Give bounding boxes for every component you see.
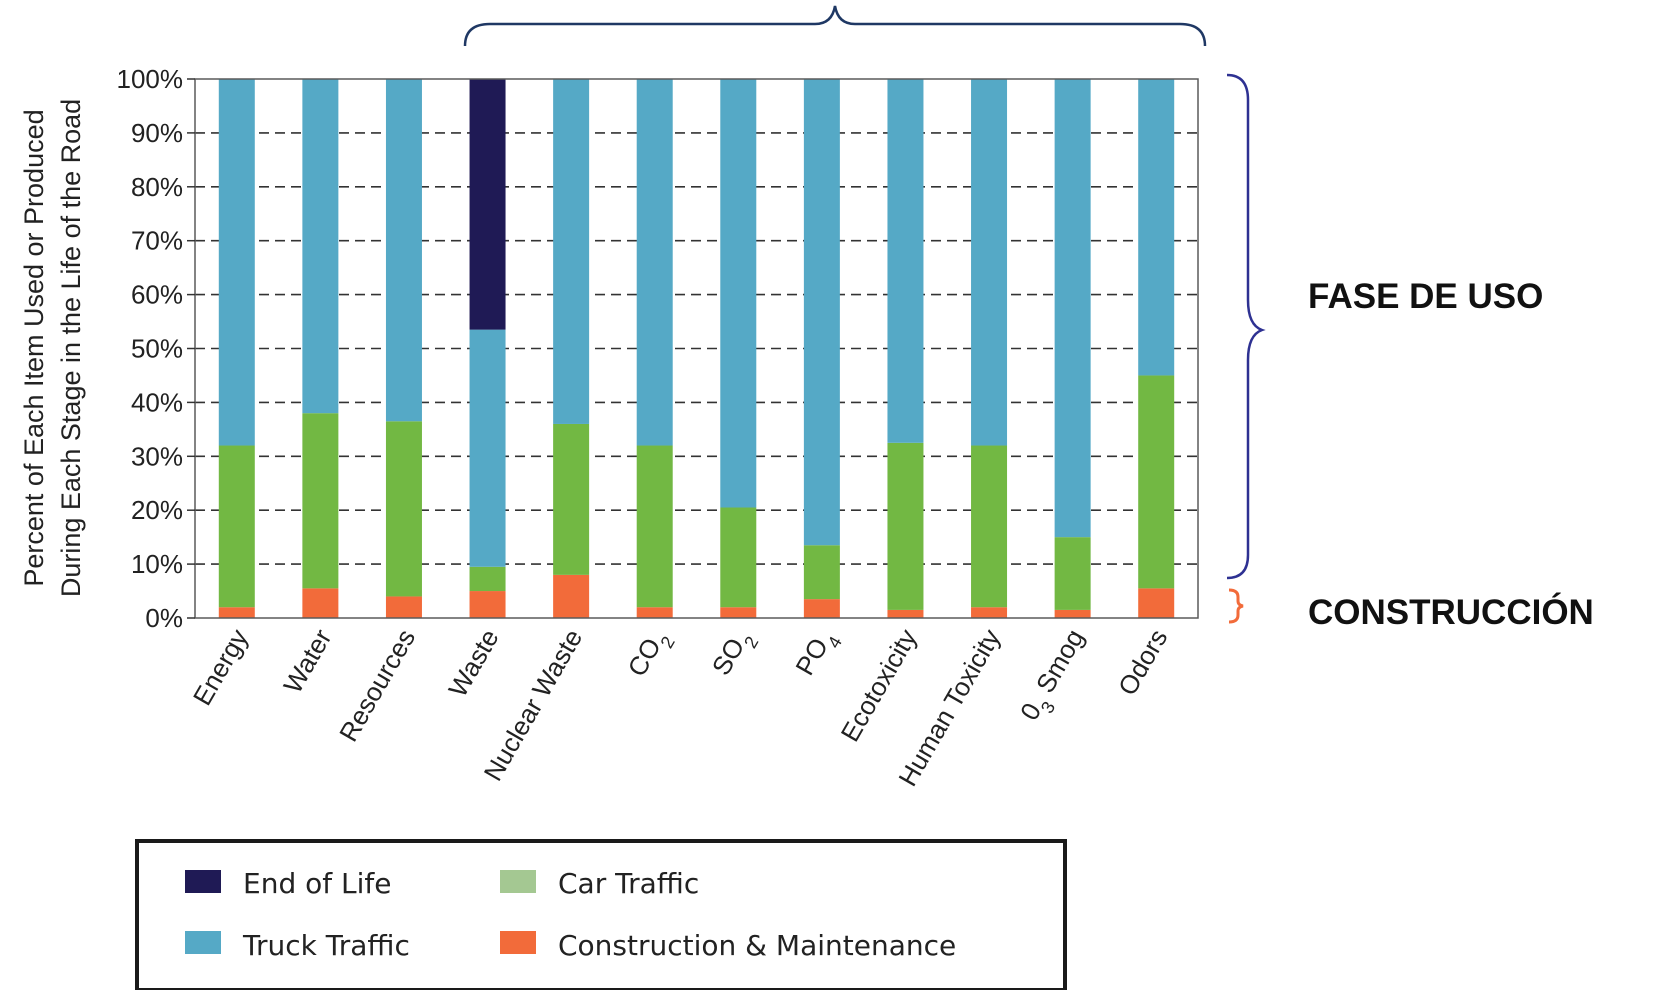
y-tick-label: 50% xyxy=(131,334,183,364)
legend-label-car-traffic: Car Traffic xyxy=(558,867,699,900)
bar-segment xyxy=(469,79,506,330)
bar-segment xyxy=(469,591,506,618)
bar-segment xyxy=(1138,375,1175,589)
grid-lines xyxy=(195,132,1198,565)
legend-swatch-car-traffic xyxy=(500,870,536,893)
y-tick-label: 30% xyxy=(131,441,183,471)
bar-segment xyxy=(720,79,757,508)
bar-segment xyxy=(1138,79,1175,376)
bar-segment xyxy=(1054,609,1091,618)
legend-label-truck-traffic: Truck Traffic xyxy=(242,929,410,962)
bar-segment xyxy=(469,566,506,592)
bar-segment xyxy=(887,79,924,443)
bar-segment xyxy=(218,445,255,608)
bar-segment xyxy=(971,607,1008,618)
y-tick-label: 0% xyxy=(145,603,183,633)
bar-segment xyxy=(636,607,673,618)
y-tick-label: 80% xyxy=(131,172,183,202)
x-tick-label: Odors xyxy=(1112,624,1173,700)
bar-segment xyxy=(720,507,757,608)
bar-segment xyxy=(803,79,840,546)
legend-frame xyxy=(135,839,1067,990)
bar-segment xyxy=(971,79,1008,446)
bar-segment xyxy=(1138,588,1175,618)
bar-segment xyxy=(1054,79,1091,538)
use-phase-label: FASE DE USO xyxy=(1308,277,1543,316)
legend: End of Life Car Traffic Truck Traffic Co… xyxy=(135,839,1067,990)
bar-segment xyxy=(553,574,590,618)
x-tick-label: CO2 xyxy=(621,624,678,685)
bar-segment xyxy=(385,79,422,422)
x-tick-label: Ecotoxicity xyxy=(835,624,923,747)
y-axis-label-line-1: Percent of Each Item Used or Produced xyxy=(19,109,49,586)
construction-label: CONSTRUCCIÓN xyxy=(1308,592,1594,632)
legend-swatch-construction xyxy=(500,931,536,954)
bar-segment xyxy=(971,445,1008,608)
bar-segment xyxy=(302,413,339,589)
bar-segment xyxy=(803,545,840,600)
bar-segment xyxy=(887,442,924,610)
use-phase-brace xyxy=(1226,73,1266,580)
legend-swatch-end-of-life xyxy=(185,870,221,893)
bar-segment xyxy=(302,588,339,618)
bar-segment xyxy=(887,609,924,618)
bar-segment xyxy=(636,445,673,608)
x-tick-label: PO4 xyxy=(789,624,846,684)
y-tick-label: 20% xyxy=(131,495,183,525)
bar-segment xyxy=(553,423,590,575)
bar-segment xyxy=(803,599,840,618)
bar-segment xyxy=(553,79,590,424)
y-axis-ticks: 0% 10% 20% 30% 40% 50% 60% 70% 80% 90% 100% xyxy=(117,64,195,633)
construction-brace xyxy=(1228,588,1244,624)
top-brace xyxy=(463,5,1207,47)
bar-segment xyxy=(385,421,422,597)
y-tick-label: 60% xyxy=(131,280,183,310)
x-tick-label: Resources xyxy=(333,624,421,747)
legend-label-construction: Construction & Maintenance xyxy=(558,929,956,962)
y-tick-label: 100% xyxy=(117,64,184,94)
bars xyxy=(218,79,1175,618)
bar-segment xyxy=(720,607,757,618)
bar-segment xyxy=(218,607,255,618)
bar-segment xyxy=(1054,537,1091,610)
bar-segment xyxy=(385,596,422,618)
x-tick-label: SO2 xyxy=(706,624,763,684)
y-tick-label: 70% xyxy=(131,226,183,256)
bar-segment xyxy=(469,329,506,567)
y-axis-label-line-2: During Each Stage in the Life of the Roa… xyxy=(56,99,86,597)
bar-segment xyxy=(636,79,673,446)
y-tick-label: 10% xyxy=(131,549,183,579)
y-tick-label: 40% xyxy=(131,387,183,417)
legend-swatch-truck-traffic xyxy=(185,931,221,954)
y-tick-label: 90% xyxy=(131,118,183,148)
x-tick-label: Waste xyxy=(442,624,504,702)
x-tick-label: 03 Smog xyxy=(1014,624,1097,729)
x-tick-label: Water xyxy=(277,624,337,699)
bar-segment xyxy=(302,79,339,414)
x-tick-label: Energy xyxy=(187,624,254,710)
bar-segment xyxy=(218,79,255,446)
legend-label-end-of-life: End of Life xyxy=(243,867,391,900)
